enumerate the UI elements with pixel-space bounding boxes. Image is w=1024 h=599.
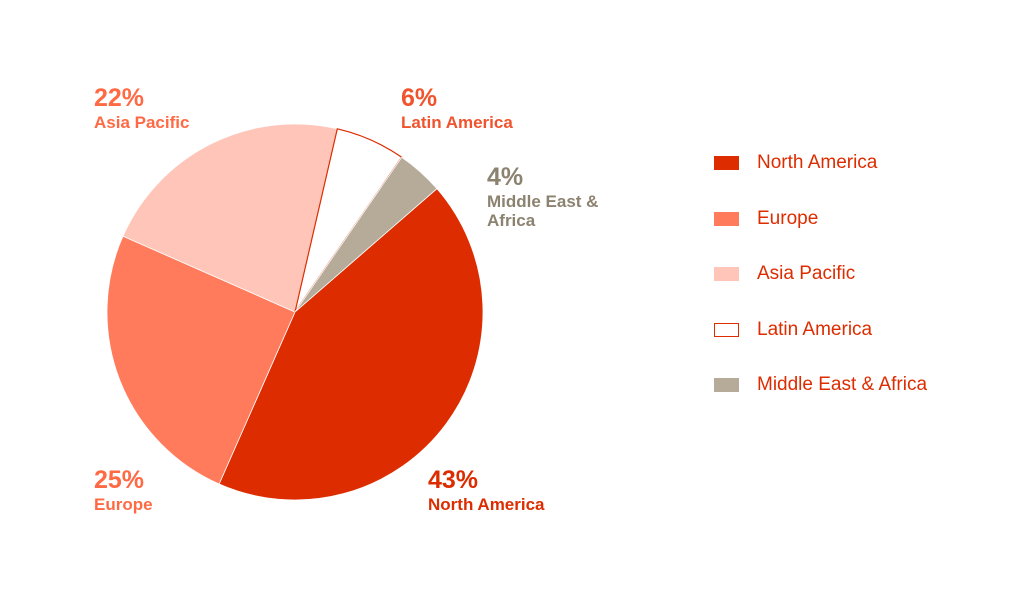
legend-item: Europe bbox=[714, 207, 818, 231]
pie-slice bbox=[218, 188, 484, 501]
slice-name: Latin America bbox=[401, 112, 513, 132]
legend-swatch bbox=[714, 156, 739, 170]
legend-swatch bbox=[714, 267, 739, 281]
slice-label: 6% Latin America bbox=[401, 84, 513, 132]
pie-slice bbox=[106, 235, 296, 485]
legend-text: Middle East & Africa bbox=[757, 374, 928, 395]
slice-percent: 22% bbox=[94, 84, 145, 112]
legend-item: North America bbox=[714, 151, 877, 175]
slice-name: North America bbox=[428, 494, 545, 514]
legend-text: Latin America bbox=[757, 318, 873, 340]
legend-item: Asia Pacific bbox=[714, 262, 855, 286]
legend-text: North America bbox=[757, 152, 878, 173]
legend-text: Europe bbox=[757, 207, 819, 229]
slice-name: Asia Pacific bbox=[94, 112, 190, 132]
slice-label: 43% North America bbox=[428, 466, 545, 514]
slice-name: Middle East & Africa bbox=[487, 191, 599, 231]
legend-swatch bbox=[714, 322, 739, 337]
slice-name: Europe bbox=[94, 494, 153, 514]
slice-percent: 4% bbox=[487, 163, 524, 191]
slice-label: 22% Asia Pacific bbox=[94, 84, 189, 132]
legend-item: Middle East & Africa bbox=[714, 373, 927, 397]
slice-label: 4% Middle East & Africa bbox=[487, 163, 617, 231]
slice-percent: 43% bbox=[428, 466, 479, 494]
pie-slice bbox=[122, 123, 338, 313]
legend-swatch bbox=[714, 211, 739, 226]
pie-slice bbox=[294, 156, 438, 313]
legend-text: Asia Pacific bbox=[757, 263, 856, 284]
legend-item: Latin America bbox=[714, 318, 872, 342]
slice-percent: 6% bbox=[401, 84, 438, 112]
slice-percent: 25% bbox=[94, 466, 145, 494]
legend-swatch bbox=[714, 378, 739, 392]
slice-label: 25% Europe bbox=[94, 466, 153, 514]
